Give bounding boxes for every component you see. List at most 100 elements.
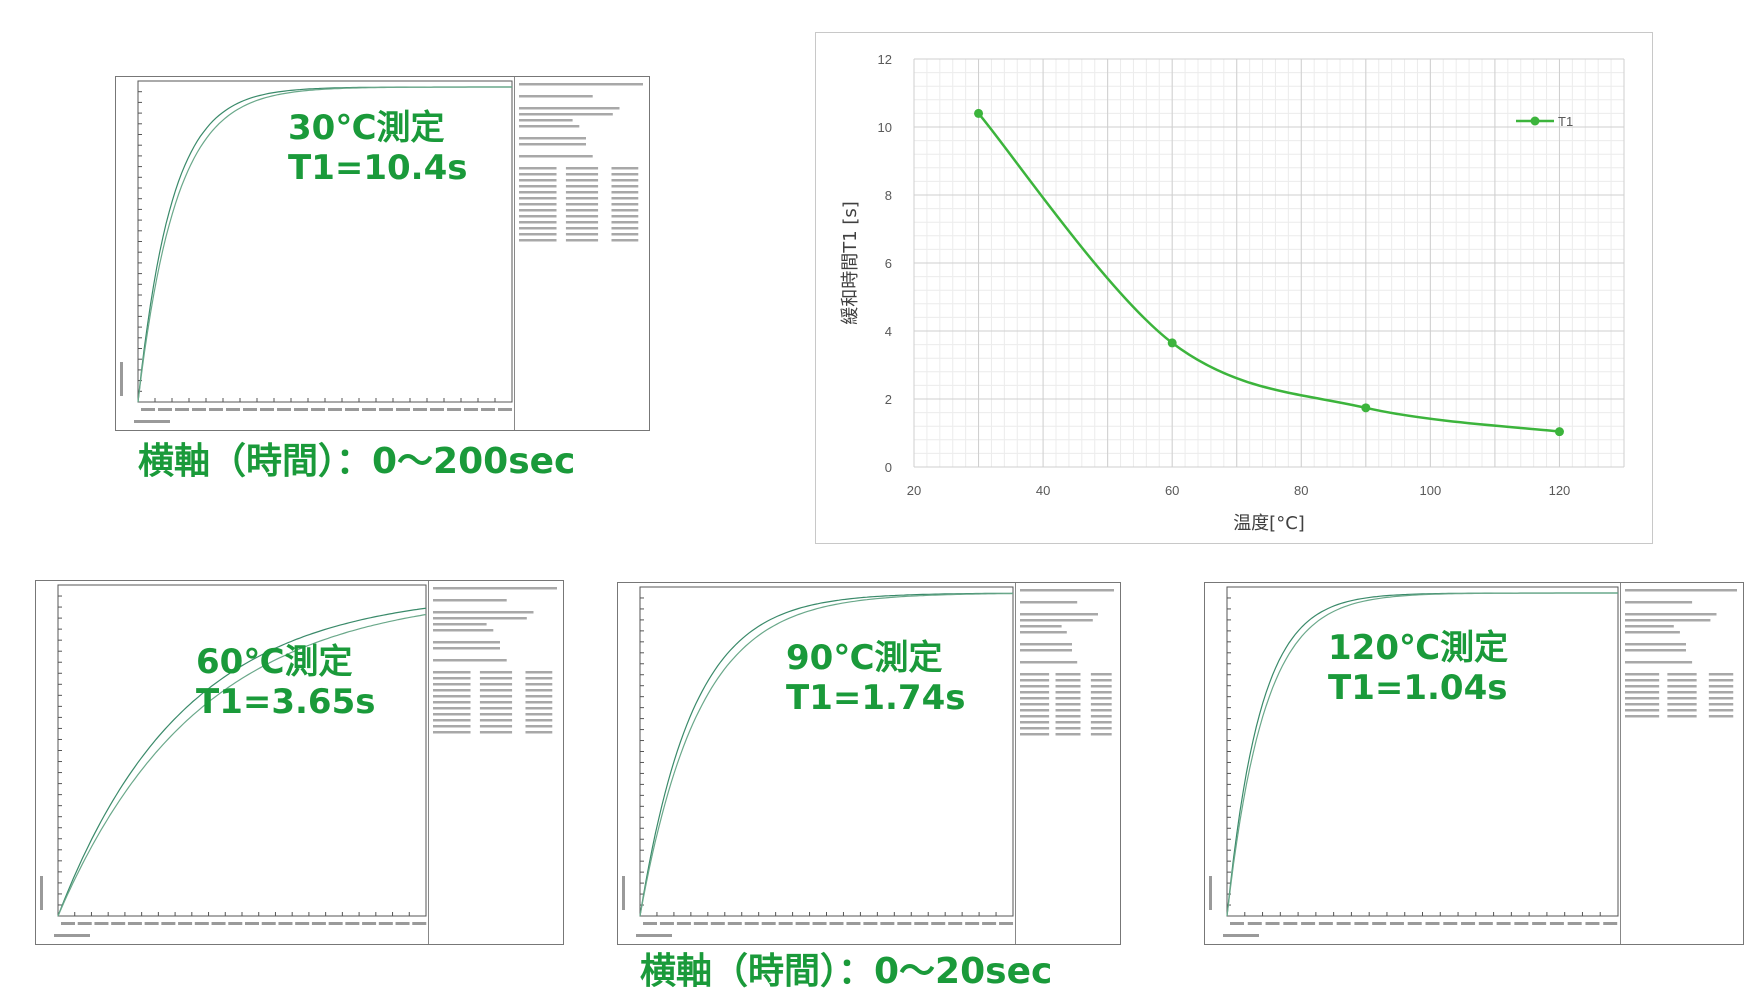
fit-curve: [639, 592, 1013, 917]
sidebar-text-line: [1625, 601, 1693, 604]
data-point-t1: [1554, 427, 1564, 437]
x-tick-labels: 20 40 60 80 100 120: [907, 483, 1571, 498]
sidebar-text-line: [525, 707, 553, 710]
sidebar-text-line: [565, 197, 599, 200]
fit-results-text-30c: [519, 83, 643, 242]
x-tick-label: 80: [1294, 483, 1308, 498]
t1-chart-svg: 0 2 4 6 8 10 12 20 40 60 80 100 120 温度[°C] 緩和時間T1 […: [840, 52, 1625, 534]
sidebar-text-line: [611, 233, 639, 236]
tick-label-placeholder: [362, 922, 377, 925]
measured-curve: [137, 86, 512, 403]
tick-label-placeholder: [261, 922, 276, 925]
tick-label-placeholder: [863, 922, 878, 925]
sidebar-text-line: [433, 707, 471, 710]
sidebar-text-line: [479, 731, 513, 734]
tick-label-placeholder: [362, 408, 376, 411]
tick-label-placeholder: [311, 408, 325, 411]
fit-results-sidebar-60c: [428, 581, 563, 944]
sidebar-text-line: [565, 203, 599, 206]
sidebar-text-line: [433, 725, 471, 728]
sidebar-text-line: [1625, 613, 1717, 616]
caption-90c-title: 90℃測定: [786, 638, 943, 678]
tick-label-placeholder: [999, 922, 1014, 925]
y-tick-label: 6: [885, 256, 892, 271]
caption-60c-t1: T1=3.65s: [196, 682, 376, 723]
sidebar-text-line: [479, 707, 513, 710]
series-points-t1: [974, 108, 1564, 437]
time-axis-note-top: 横軸（時間）：0～200sec: [138, 441, 576, 482]
sidebar-text-line: [525, 683, 553, 686]
sidebar-text-line: [525, 719, 553, 722]
sidebar-text-line: [525, 695, 553, 698]
sidebar-text-line: [433, 731, 471, 734]
sidebar-text-line: [611, 239, 639, 242]
y-tick-labels: 0 2 4 6 8 10 12: [878, 52, 892, 475]
sidebar-text-line: [1020, 697, 1050, 700]
tick-label-placeholder: [77, 922, 92, 925]
sidebar-text-line: [433, 641, 500, 644]
sidebar-text-line: [525, 677, 553, 680]
axis-label-placeholder: [622, 876, 625, 910]
sidebar-text-line: [519, 173, 557, 176]
sidebar-text-line: [1020, 709, 1050, 712]
sidebar-text-line: [1055, 703, 1081, 706]
sidebar-text-line: [611, 179, 639, 182]
tick-label-placeholder: [1372, 922, 1387, 925]
sidebar-text-line: [1625, 673, 1660, 676]
tick-label-placeholder: [846, 922, 861, 925]
sidebar-text-line: [519, 191, 557, 194]
tick-label-placeholder: [379, 408, 393, 411]
sidebar-text-line: [1020, 715, 1050, 718]
sidebar-text-line: [479, 713, 513, 716]
tick-label-placeholder: [1283, 922, 1298, 925]
tick-label-placeholder: [1585, 922, 1600, 925]
sidebar-text-line: [1090, 709, 1112, 712]
plot-frame: [639, 586, 1014, 917]
tick-label-placeholder: [396, 408, 410, 411]
tick-label-placeholder: [659, 922, 674, 925]
sidebar-text-line: [433, 719, 471, 722]
y-tick-label: 2: [885, 392, 892, 407]
recovery-plot-120c: [1204, 582, 1744, 945]
sidebar-text-line: [1625, 697, 1660, 700]
axis-label-placeholder: [1209, 876, 1212, 910]
tick-label-placeholder: [1301, 922, 1316, 925]
sidebar-text-line: [1055, 727, 1081, 730]
sidebar-text-line: [565, 191, 599, 194]
tick-label-placeholder: [328, 408, 342, 411]
sidebar-text-line: [1090, 715, 1112, 718]
sidebar-text-line: [1020, 691, 1050, 694]
tick-label-placeholder: [1549, 922, 1564, 925]
sidebar-text-line: [1090, 733, 1112, 736]
sidebar-text-line: [433, 659, 507, 662]
sidebar-text-line: [1055, 685, 1081, 688]
tick-label-placeholder: [1443, 922, 1458, 925]
sidebar-text-line: [1667, 679, 1697, 682]
sidebar-text-line: [565, 221, 599, 224]
sidebar-text-line: [479, 695, 513, 698]
tick-label-placeholder: [778, 922, 793, 925]
sidebar-text-line: [565, 167, 599, 170]
axis-label-placeholder: [54, 934, 90, 937]
sidebar-text-line: [1625, 619, 1711, 622]
sidebar-text-line: [519, 113, 613, 116]
sidebar-text-line: [1020, 649, 1072, 652]
tick-label-placeholder: [1532, 922, 1547, 925]
sidebar-text-line: [1055, 721, 1081, 724]
tick-label-placeholder: [277, 408, 291, 411]
sidebar-text-line: [1020, 721, 1050, 724]
sidebar-text-line: [1667, 673, 1697, 676]
sidebar-text-line: [1020, 673, 1050, 676]
tick-label-placeholder: [897, 922, 912, 925]
caption-90c: 90℃測定 T1=1.74s: [786, 638, 965, 718]
sidebar-text-line: [525, 689, 553, 692]
recovery-curve-90c: [622, 586, 1030, 937]
sidebar-text-line: [1020, 613, 1098, 616]
sidebar-text-line: [433, 689, 471, 692]
sidebar-text-line: [1055, 715, 1081, 718]
tick-label-placeholder: [727, 922, 742, 925]
sidebar-text-line: [479, 719, 513, 722]
sidebar-text-line: [1625, 589, 1737, 592]
caption-120c: 120℃測定 T1=1.04s: [1328, 628, 1508, 708]
sidebar-text-line: [433, 611, 534, 614]
